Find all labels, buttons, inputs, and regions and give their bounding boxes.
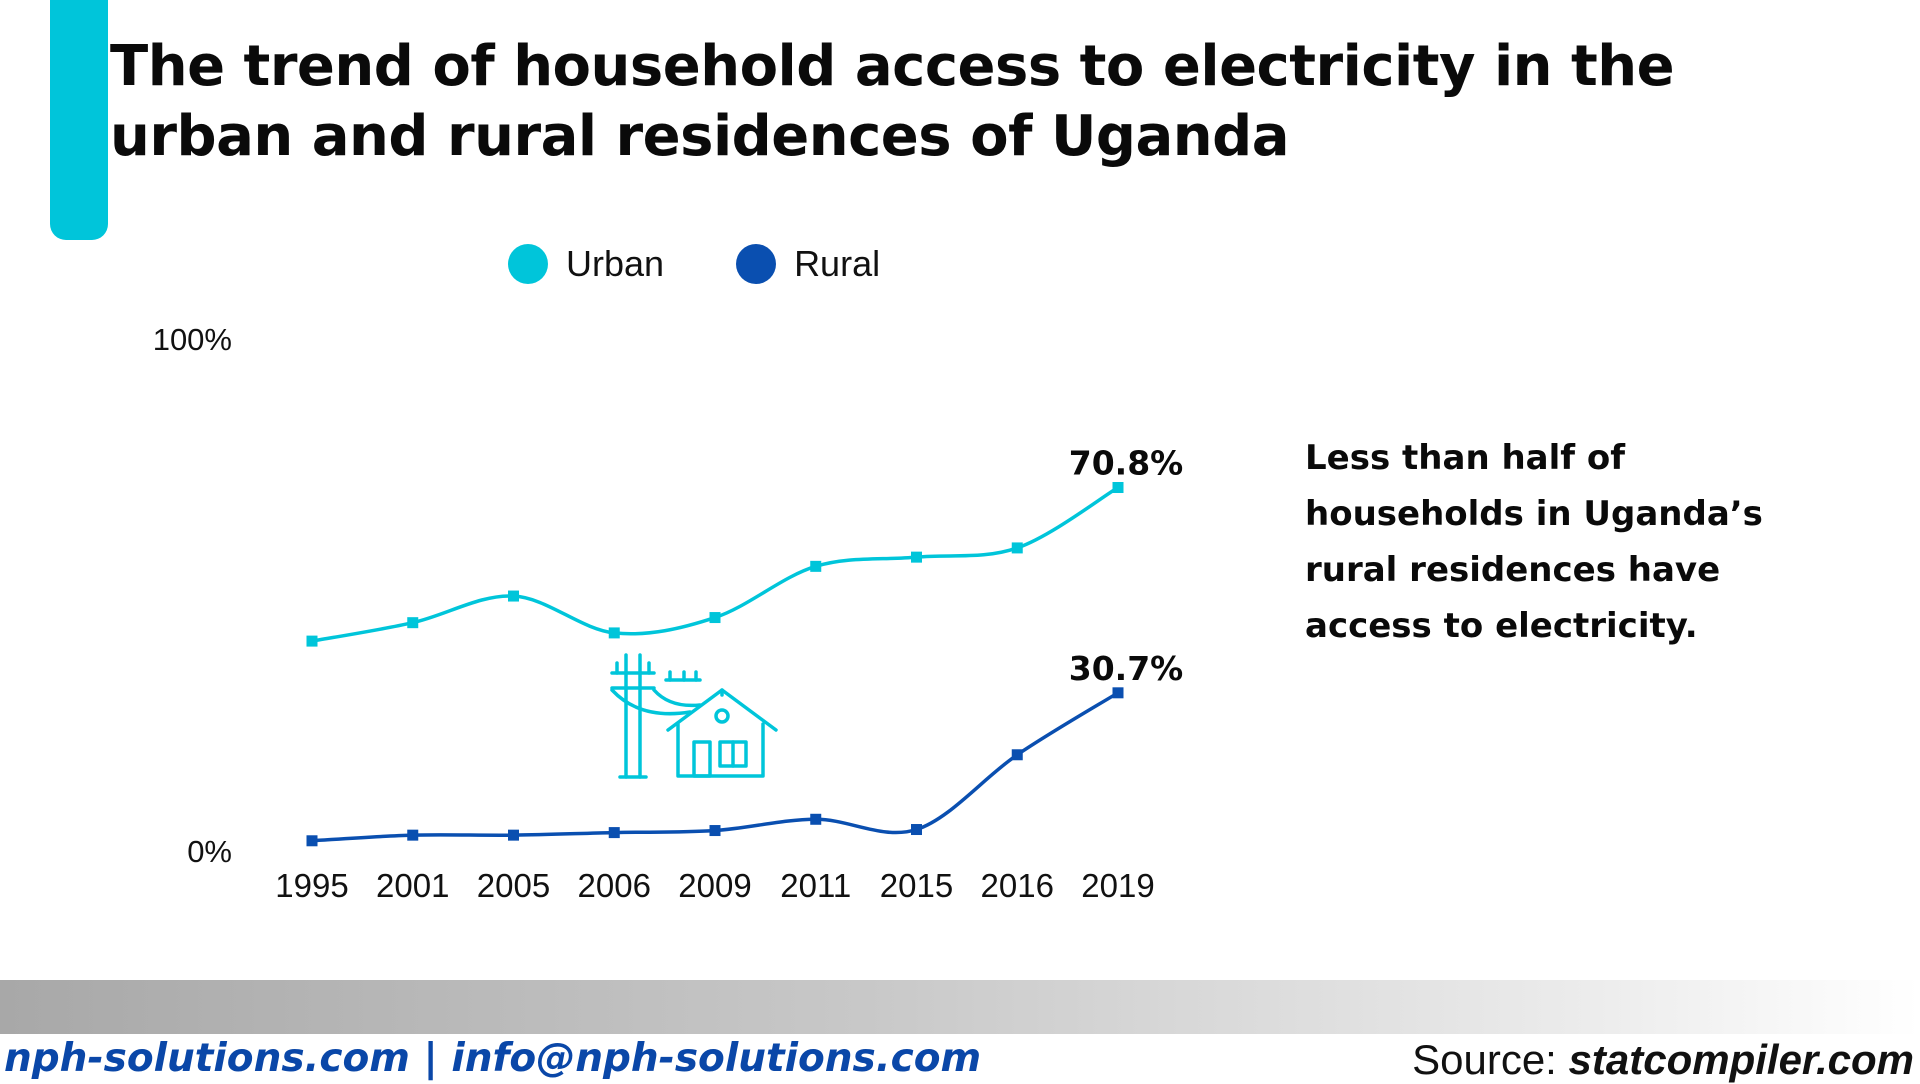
- x-tick-label: 2009: [678, 867, 751, 904]
- x-tick-label: 2006: [578, 867, 651, 904]
- data-point-rural: [810, 813, 822, 825]
- series-rural: 30.7%: [306, 649, 1184, 847]
- legend-swatch-rural: [736, 244, 777, 284]
- data-label-urban: 70.8%: [1069, 444, 1184, 483]
- y-tick-label-100: 100%: [153, 322, 232, 357]
- footer-source: Source: statcompiler.com: [1412, 1036, 1914, 1084]
- legend-swatch-urban: [508, 244, 548, 284]
- data-point-urban: [508, 590, 519, 602]
- insight-text: Less than half of households in Uganda’s…: [1305, 438, 1763, 646]
- y-tick-label-0: 0%: [187, 834, 232, 869]
- data-point-rural: [709, 825, 721, 837]
- x-tick-label: 2016: [981, 867, 1054, 904]
- data-point-urban: [306, 635, 318, 647]
- data-point-rural: [508, 829, 519, 841]
- data-point-urban: [709, 612, 721, 624]
- x-axis-ticks: 1995 2001 2005 2006 2009 2011 2015 2016 2019: [275, 867, 1154, 904]
- x-tick-label: 2001: [376, 867, 449, 904]
- data-label-rural: 30.7%: [1069, 649, 1184, 688]
- x-tick-label: 2005: [477, 867, 550, 904]
- footer-contact[interactable]: nph-solutions.com | info@nph-solutions.c…: [4, 1036, 982, 1081]
- data-point-urban: [810, 560, 822, 572]
- data-point-urban: [1011, 542, 1023, 554]
- x-tick-label: 2015: [880, 867, 953, 904]
- x-tick-label: 2011: [780, 867, 851, 904]
- legend-label-rural: Rural: [794, 243, 881, 284]
- data-point-urban: [911, 551, 922, 563]
- data-point-rural: [407, 829, 419, 841]
- data-point-urban: [608, 627, 620, 639]
- x-tick-label: 1995: [275, 867, 348, 904]
- chart-legend: Urban Rural: [508, 243, 880, 285]
- legend-item-rural: Rural: [736, 243, 880, 285]
- page-title: The trend of household access to electri…: [110, 34, 1675, 169]
- electric-pole-house-icon: [610, 653, 778, 779]
- data-point-rural: [608, 827, 620, 839]
- data-point-urban: [1112, 482, 1124, 494]
- footer-source-link[interactable]: statcompiler.com: [1568, 1036, 1914, 1083]
- data-point-rural: [911, 824, 922, 836]
- series-urban: 70.8%: [306, 444, 1184, 647]
- legend-item-urban: Urban: [508, 243, 664, 285]
- data-point-rural: [1112, 687, 1124, 699]
- data-point-rural: [306, 835, 318, 847]
- y-axis-ticks: 0% 100%: [153, 322, 232, 869]
- x-tick-label: 2019: [1081, 867, 1154, 904]
- series-layer: 70.8% 30.7%: [306, 444, 1184, 847]
- line-chart: 0% 100% 1995 2001 2005 2006 2009 2011 2015 2016 2…: [153, 322, 1184, 904]
- legend-label-urban: Urban: [566, 243, 665, 284]
- data-point-urban: [407, 617, 419, 629]
- accent-bar: [50, 0, 108, 240]
- data-point-rural: [1011, 749, 1023, 761]
- footer-band: [0, 980, 1920, 1034]
- footer-source-label: Source:: [1412, 1036, 1557, 1083]
